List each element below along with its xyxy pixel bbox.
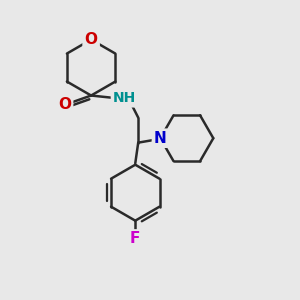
Text: F: F	[130, 231, 140, 246]
Text: N: N	[154, 131, 167, 146]
Text: O: O	[85, 32, 98, 47]
Text: NH: NH	[113, 92, 136, 106]
Text: O: O	[58, 97, 71, 112]
